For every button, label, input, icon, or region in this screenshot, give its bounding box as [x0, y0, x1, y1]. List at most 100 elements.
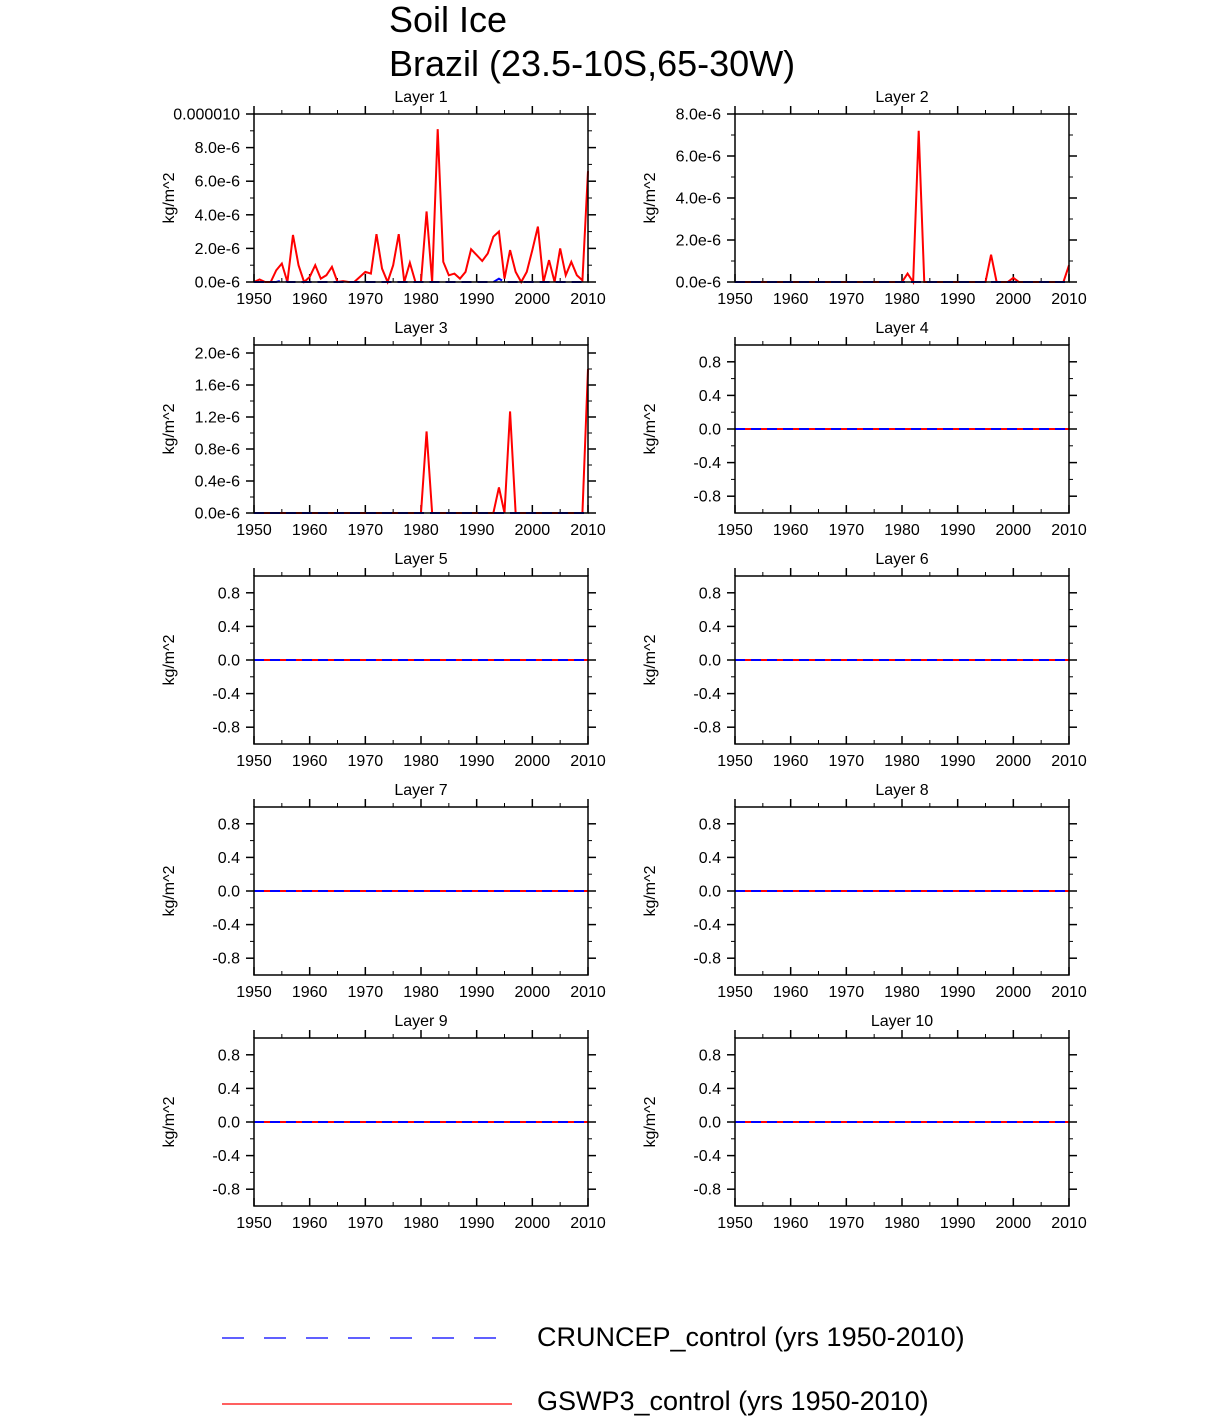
y-tick-label: 0.4 [218, 1081, 240, 1098]
y-tick-label: 2.0e-6 [195, 241, 240, 258]
y-axis-label: kg/m^2 [642, 172, 659, 223]
panel-2: Layer 2 kg/m^2 1950 1960 1970 1980 1990 2000 201… [642, 89, 1087, 308]
x-tick-label: 1960 [292, 753, 328, 770]
plot-frame [734, 806, 1070, 976]
x-tick-label: 2010 [1051, 1215, 1087, 1232]
x-tick-label: 2000 [996, 522, 1032, 539]
x-tick-label: 1970 [348, 291, 384, 308]
y-tick-label: 0.8 [699, 354, 721, 371]
panel-4: Layer 4 kg/m^2 1950 1960 1970 1980 1990 2000 201… [642, 320, 1087, 539]
figure-title: Soil Ice [389, 0, 508, 40]
x-tick-label: 1950 [717, 753, 753, 770]
y-tick-label: 0.4 [699, 1081, 721, 1098]
x-tick-label: 2000 [515, 291, 551, 308]
x-tick-label: 1960 [292, 522, 328, 539]
y-tick-label: 0.4 [699, 388, 721, 405]
plot-frame [734, 1037, 1070, 1207]
x-tick-label: 2000 [996, 984, 1032, 1001]
x-tick-label: 1960 [773, 984, 809, 1001]
x-tick-label: 1950 [236, 753, 272, 770]
y-tick-label: 0.8 [218, 816, 240, 833]
y-tick-label: 0.8 [699, 816, 721, 833]
x-tick-label: 1960 [773, 291, 809, 308]
x-tick-label: 1980 [884, 984, 920, 1001]
x-tick-label: 2010 [1051, 291, 1087, 308]
y-tick-label: 0.4 [218, 619, 240, 636]
y-tick-label: -0.4 [693, 686, 721, 703]
y-tick-label: 1.6e-6 [195, 378, 240, 395]
x-tick-label: 2010 [570, 522, 606, 539]
y-tick-label: 6.0e-6 [195, 174, 240, 191]
x-tick-label: 1990 [459, 753, 495, 770]
plot-frame [734, 113, 1070, 283]
x-tick-label: 2000 [996, 753, 1032, 770]
y-tick-label: 0.0e-6 [195, 506, 240, 523]
x-tick-label: 1970 [348, 984, 384, 1001]
y-tick-label: 2.0e-6 [676, 233, 721, 250]
y-tick-label: 0.8 [699, 585, 721, 602]
y-tick-label: 6.0e-6 [676, 149, 721, 166]
series-line-gswp3 [253, 129, 589, 285]
figure-subtitle: Brazil (23.5-10S,65-30W) [389, 43, 796, 84]
x-tick-label: 1970 [348, 522, 384, 539]
y-tick-label: 0.0e-6 [195, 275, 240, 292]
y-tick-label: -0.8 [693, 951, 721, 968]
x-tick-label: 2000 [515, 984, 551, 1001]
panel-5: Layer 5 kg/m^2 1950 1960 1970 1980 1990 2000 201… [161, 551, 606, 770]
series-line-gswp3 [254, 368, 589, 514]
x-tick-label: 1990 [459, 522, 495, 539]
x-tick-label: 2010 [570, 984, 606, 1001]
x-tick-label: 1980 [403, 984, 439, 1001]
y-tick-label: 0.000010 [173, 107, 240, 124]
panel-title: Layer 8 [875, 782, 928, 799]
y-tick-label: 0.8 [699, 1047, 721, 1064]
x-tick-label: 1980 [884, 1215, 920, 1232]
x-tick-label: 1980 [884, 291, 920, 308]
x-tick-label: 1950 [717, 984, 753, 1001]
y-tick-label: 0.4 [699, 619, 721, 636]
x-tick-label: 1970 [348, 1215, 384, 1232]
y-tick-label: -0.8 [693, 1182, 721, 1199]
y-axis-label: kg/m^2 [161, 865, 178, 916]
panel-title: Layer 3 [394, 320, 447, 337]
panel-title: Layer 9 [394, 1013, 447, 1030]
plot-frame [253, 344, 589, 514]
x-tick-label: 1960 [773, 522, 809, 539]
y-axis-label: kg/m^2 [161, 403, 178, 454]
y-tick-label: -0.8 [212, 720, 240, 737]
x-tick-label: 2000 [515, 1215, 551, 1232]
y-axis-label: kg/m^2 [642, 865, 659, 916]
y-tick-label: 0.8e-6 [195, 442, 240, 459]
plot-frame [253, 113, 589, 283]
panel-title: Layer 10 [871, 1013, 933, 1030]
x-tick-label: 1990 [940, 522, 976, 539]
panel-1: Layer 1 kg/m^2 1950 1960 1970 1980 1990 2000 201… [161, 89, 606, 308]
x-tick-label: 1980 [884, 522, 920, 539]
x-tick-label: 1980 [403, 291, 439, 308]
panel-title: Layer 5 [394, 551, 447, 568]
x-tick-label: 2010 [1051, 522, 1087, 539]
x-tick-label: 1950 [236, 291, 272, 308]
x-tick-label: 1990 [940, 291, 976, 308]
x-tick-label: 2010 [1051, 753, 1087, 770]
y-tick-label: -0.8 [212, 1182, 240, 1199]
x-tick-label: 1980 [403, 522, 439, 539]
plot-frame [253, 806, 589, 976]
x-tick-label: 1960 [292, 984, 328, 1001]
panel-title: Layer 4 [875, 320, 928, 337]
x-tick-label: 2000 [996, 291, 1032, 308]
panel-title: Layer 2 [875, 89, 928, 106]
x-tick-label: 1970 [829, 753, 865, 770]
x-tick-label: 1960 [773, 753, 809, 770]
y-tick-label: 4.0e-6 [676, 191, 721, 208]
legend [222, 1337, 512, 1405]
x-tick-label: 1970 [348, 753, 384, 770]
y-tick-label: 2.0e-6 [195, 346, 240, 363]
y-axis-label: kg/m^2 [642, 403, 659, 454]
y-tick-label: 0.4 [218, 850, 240, 867]
x-tick-label: 1970 [829, 1215, 865, 1232]
x-tick-label: 1990 [459, 984, 495, 1001]
y-tick-label: -0.8 [693, 489, 721, 506]
plot-frame [253, 1037, 589, 1207]
